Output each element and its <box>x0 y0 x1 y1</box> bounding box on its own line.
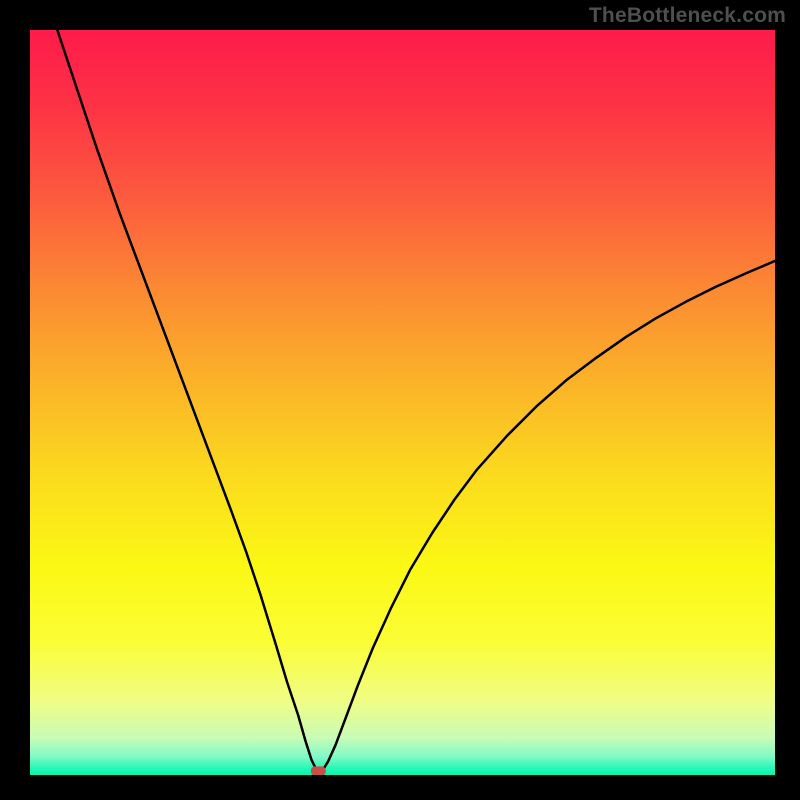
watermark-text: TheBottleneck.com <box>589 4 786 28</box>
optimal-marker <box>311 766 326 775</box>
gradient-background <box>30 30 775 775</box>
bottleneck-chart <box>30 30 775 775</box>
